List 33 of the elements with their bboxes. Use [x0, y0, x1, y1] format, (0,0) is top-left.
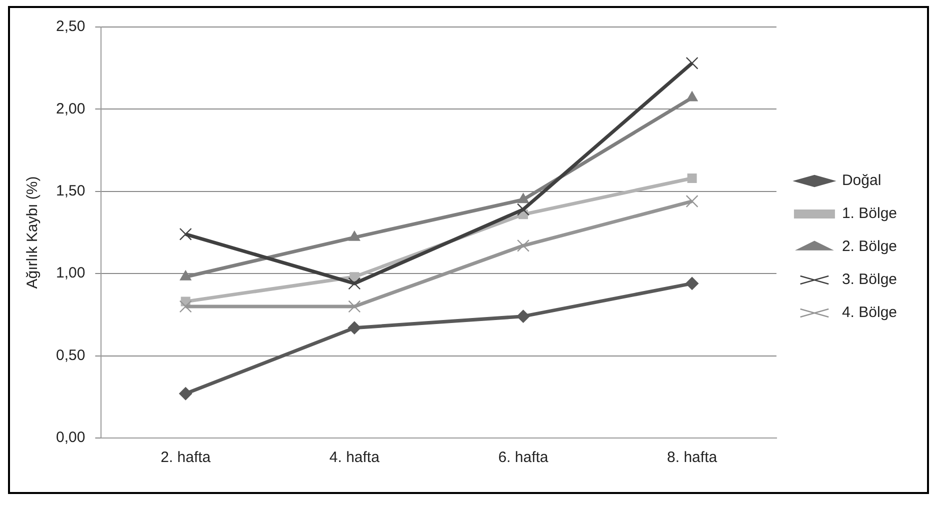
- point: [687, 174, 697, 183]
- y-tick-label: 0,50: [56, 346, 86, 364]
- point: [179, 228, 192, 240]
- y-tick-label: 0,00: [56, 429, 86, 446]
- legend-label: 1. Bölge: [842, 205, 898, 222]
- point: [516, 239, 530, 252]
- point: [686, 56, 698, 70]
- point: [686, 276, 699, 290]
- point: [518, 193, 529, 204]
- point: [180, 270, 192, 280]
- point: [348, 230, 360, 241]
- x-tick-label: 2. hafta: [160, 449, 212, 466]
- point: [686, 91, 698, 102]
- y-tick-label: 1,00: [56, 264, 86, 282]
- y-tick-label: 1,50: [56, 182, 86, 200]
- legend-label: Doğal: [842, 172, 882, 190]
- x-tick-label: 8. hafta: [667, 449, 718, 466]
- point: [179, 387, 192, 400]
- point: [516, 203, 530, 216]
- point: [348, 321, 361, 334]
- x-tick-label: 6. hafta: [498, 449, 549, 466]
- y-axis-title: Ağırlık Kaybı (%): [24, 176, 42, 289]
- point: [179, 300, 192, 313]
- y-tick-label: 2,00: [56, 100, 86, 118]
- legend-label: 2. Bölge: [842, 238, 898, 256]
- point: [686, 195, 698, 208]
- point: [348, 300, 361, 313]
- x-tick-label: 4. hafta: [329, 449, 380, 466]
- legend-label: 3. Bölge: [842, 271, 898, 288]
- y-tick-label: 2,50: [56, 18, 86, 36]
- point: [516, 310, 530, 323]
- point: [348, 277, 361, 290]
- legend-label: 4. Bölge: [842, 304, 898, 322]
